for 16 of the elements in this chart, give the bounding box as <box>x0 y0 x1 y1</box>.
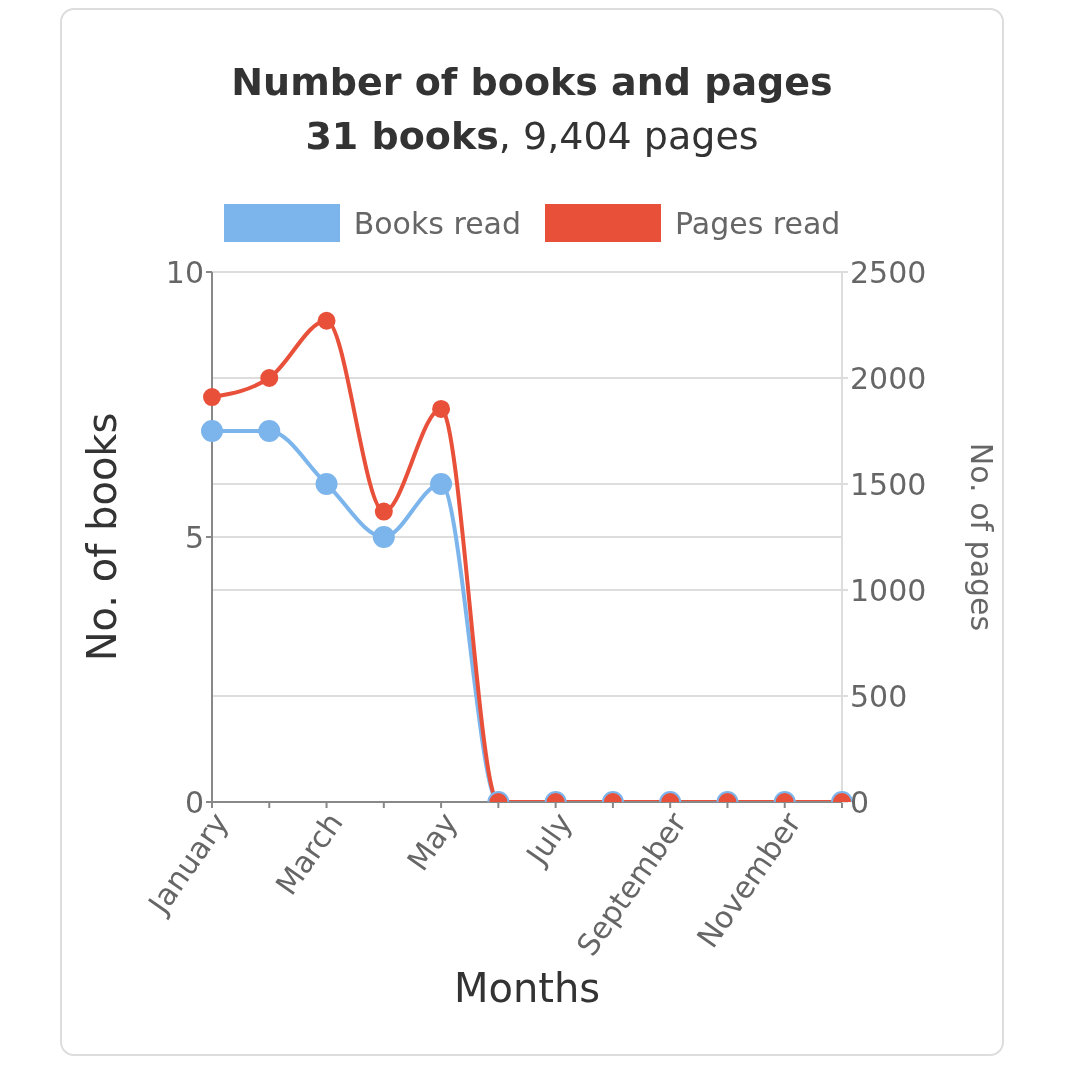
y-tick-label: 0 <box>184 784 204 820</box>
y2-axis-title: No. of pages <box>964 442 1000 632</box>
legend-label: Pages read <box>675 205 841 241</box>
y2-tick-label: 2000 <box>850 360 927 396</box>
legend-label: Books read <box>353 205 522 241</box>
y2-tick-label: 0 <box>850 784 870 820</box>
y-axis-title: No. of books <box>79 412 126 662</box>
y2-tick-label: 500 <box>850 678 908 714</box>
x-axis-title: Months <box>453 965 601 1011</box>
y2-tick-label: 1000 <box>850 572 927 608</box>
y2-tick-label: 1500 <box>850 466 927 502</box>
y-tick-label: 10 <box>165 254 204 290</box>
y-tick-label: 5 <box>184 519 204 555</box>
chart-subtitle: 31 books, 9,404 pages <box>304 114 760 158</box>
y2-tick-label: 2500 <box>850 254 927 290</box>
chart-title: Number of books and pages <box>230 60 834 104</box>
